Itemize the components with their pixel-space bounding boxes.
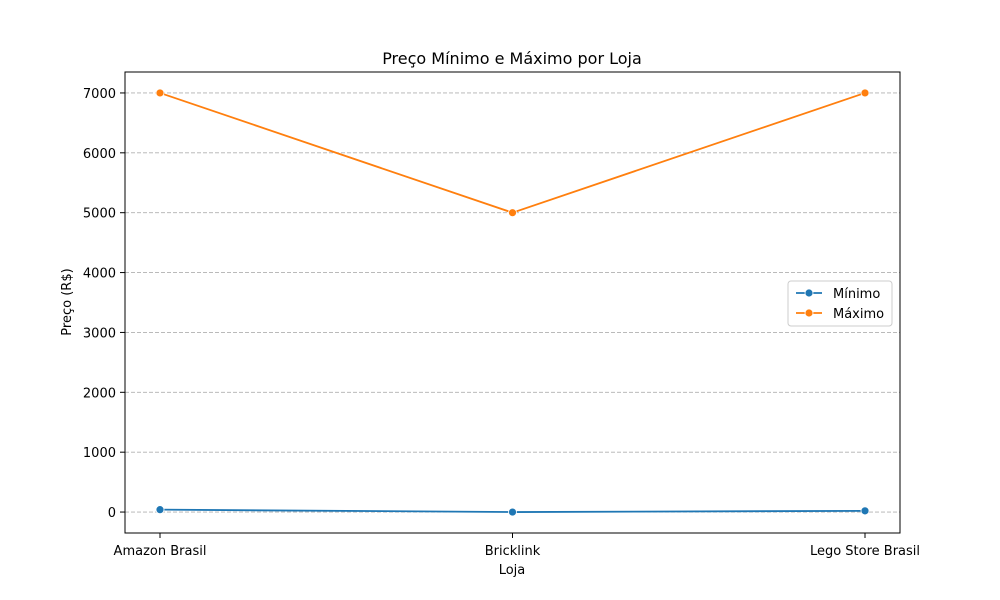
y-tick-label-1: 1000 [83,446,116,461]
x-tick-label-1: Bricklink [485,544,541,559]
data-point-0-0 [155,505,165,515]
x-tick-label-0: Amazon Brasil [114,544,207,559]
legend: Mínimo Máximo [787,280,893,327]
y-tick-label-3: 3000 [83,326,116,341]
y-axis: 0 1000 2000 3000 4000 5000 6000 7000 [83,87,125,521]
y-tick-label-6: 6000 [83,147,116,162]
legend-entry-1: Máximo [833,307,884,322]
legend-marker-0 [804,288,814,298]
y-tick-label-0: 0 [108,506,116,521]
chart-title: Preço Mínimo e Máximo por Loja [382,49,642,68]
x-axis: Amazon Brasil Bricklink Lego Store Brasil [114,533,920,559]
data-point-1-2 [860,88,870,98]
y-tick-label-7: 7000 [83,87,116,102]
y-axis-label: Preço (R$) [60,268,75,335]
data-point-0-1 [508,507,517,517]
data-point-1-0 [155,88,165,98]
y-tick-label-4: 4000 [83,267,116,282]
data-point-0-2 [860,506,870,516]
plot-frame [124,71,901,534]
y-tick-label-5: 5000 [83,207,116,222]
data-point-1-1 [508,208,517,218]
x-axis-label: Loja [499,563,526,578]
x-tick-label-2: Lego Store Brasil [810,544,920,559]
y-tick-label-2: 2000 [83,386,116,401]
legend-marker-1 [804,308,814,318]
grid-lines [125,92,900,513]
series-lines [155,88,870,517]
legend-entry-0: Mínimo [833,287,880,302]
